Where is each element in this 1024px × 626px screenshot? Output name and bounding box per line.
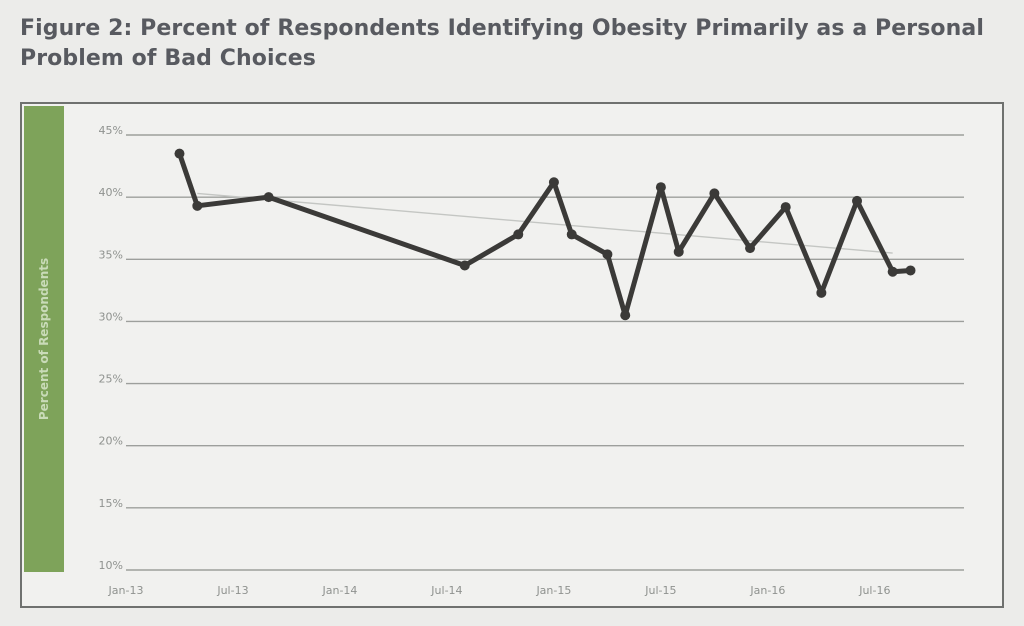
- data-point: [566, 229, 577, 240]
- x-tick-label: Jan-13: [108, 584, 144, 597]
- y-tick-label: 15%: [99, 497, 123, 510]
- x-tick-label: Jul-16: [858, 584, 890, 597]
- data-point: [620, 310, 631, 321]
- y-tick-label: 40%: [99, 186, 123, 199]
- data-point: [905, 265, 916, 276]
- series-line: [177, 151, 913, 318]
- data-point: [459, 260, 470, 271]
- chart-title: Figure 2: Percent of Respondents Identif…: [20, 16, 984, 71]
- data-point: [816, 287, 827, 298]
- line-chart: 10% 15% 20% 25% 30% 35% 40% 45% Jan-13 Jul-13 Jan-…: [99, 124, 964, 597]
- y-tick-label: 25%: [99, 373, 123, 386]
- chart-frame: Percent of Respondents 10% 15% 20% 25% 30% 35…: [20, 102, 1004, 608]
- x-tick-label: Jan-15: [535, 584, 571, 597]
- x-tick-label: Jan-14: [321, 584, 357, 597]
- data-point: [887, 266, 898, 277]
- x-tick-label: Jan-16: [749, 584, 785, 597]
- data-point: [655, 182, 666, 193]
- data-point: [709, 188, 720, 199]
- y-tick-label: 30%: [99, 310, 123, 323]
- data-point: [780, 202, 791, 213]
- trendline: [197, 192, 893, 254]
- data-point: [673, 246, 684, 257]
- data-point: [174, 148, 185, 159]
- y-tick-label: 20%: [99, 435, 123, 448]
- data-point: [513, 229, 524, 240]
- data-point: [192, 200, 203, 211]
- x-tick-label: Jul-13: [216, 584, 248, 597]
- y-tick-label: 45%: [99, 124, 123, 137]
- data-point: [263, 192, 274, 203]
- y-axis-label-bar: Percent of Respondents: [24, 106, 64, 572]
- y-tick-label: 35%: [99, 248, 123, 261]
- data-point: [548, 177, 559, 188]
- x-tick-label: Jul-15: [644, 584, 676, 597]
- y-tick-label: 10%: [99, 559, 123, 572]
- data-point: [852, 195, 863, 206]
- data-point: [745, 243, 756, 254]
- data-point: [602, 249, 613, 260]
- x-tick-label: Jul-14: [430, 584, 462, 597]
